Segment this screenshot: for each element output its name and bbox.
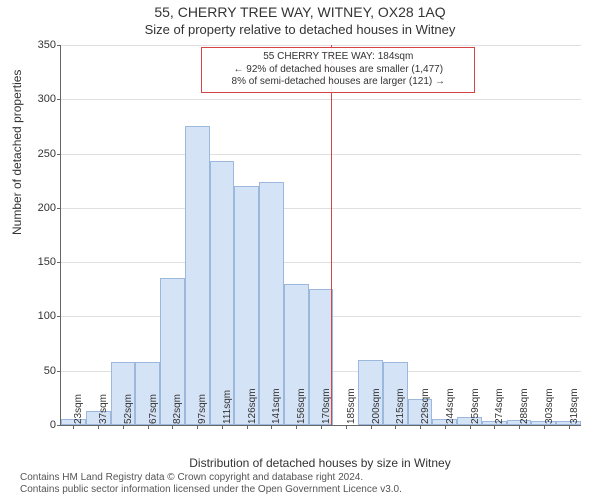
x-tick-label: 52sqm — [123, 394, 134, 424]
x-tick-label: 229sqm — [420, 388, 431, 424]
y-tick-label: 50 — [26, 365, 56, 377]
gridline — [61, 208, 581, 209]
histogram-bar — [210, 161, 235, 425]
page-title: 55, CHERRY TREE WAY, WITNEY, OX28 1AQ — [0, 4, 600, 20]
x-tick-label: 156sqm — [296, 388, 307, 424]
histogram-chart: 05010015020025030035055 CHERRY TREE WAY:… — [60, 45, 580, 425]
x-tick-label: 215sqm — [395, 388, 406, 424]
y-tick-label: 250 — [26, 148, 56, 160]
x-tick-label: 244sqm — [445, 388, 456, 424]
y-tick-label: 200 — [26, 202, 56, 214]
x-tick-label: 37sqm — [98, 394, 109, 424]
info-line-2: ← 92% of detached houses are smaller (1,… — [208, 64, 468, 77]
gridline — [61, 154, 581, 155]
page-subtitle: Size of property relative to detached ho… — [0, 22, 600, 37]
x-tick-label: 303sqm — [544, 388, 555, 424]
gridline — [61, 99, 581, 100]
x-axis-label: Distribution of detached houses by size … — [60, 456, 580, 470]
histogram-bar — [185, 126, 210, 425]
credits: Contains HM Land Registry data © Crown c… — [20, 472, 402, 496]
y-tick-label: 0 — [26, 419, 56, 431]
y-tick-label: 150 — [26, 256, 56, 268]
x-tick-label: 23sqm — [73, 394, 84, 424]
credits-line-2: Contains public sector information licen… — [20, 484, 402, 496]
info-line-3: 8% of semi-detached houses are larger (1… — [208, 76, 468, 89]
x-tick-label: 82sqm — [172, 394, 183, 424]
x-tick-label: 67sqm — [148, 394, 159, 424]
y-tick-label: 100 — [26, 310, 56, 322]
y-axis-label: Number of detached properties — [10, 70, 24, 235]
x-tick-label: 111sqm — [222, 390, 233, 424]
x-tick-label: 200sqm — [371, 388, 382, 424]
x-tick-label: 97sqm — [197, 394, 208, 424]
y-tick-label: 350 — [26, 39, 56, 51]
x-tick-label: 259sqm — [470, 388, 481, 424]
x-tick-label: 141sqm — [271, 388, 282, 424]
gridline — [61, 45, 581, 46]
x-tick-label: 274sqm — [494, 388, 505, 424]
gridline — [61, 262, 581, 263]
x-tick-label: 170sqm — [321, 388, 332, 424]
x-tick-label: 288sqm — [519, 388, 530, 424]
property-marker-line — [331, 45, 332, 425]
info-line-1: 55 CHERRY TREE WAY: 184sqm — [208, 51, 468, 64]
x-tick-label: 126sqm — [247, 388, 258, 424]
info-box: 55 CHERRY TREE WAY: 184sqm← 92% of detac… — [201, 47, 475, 93]
x-tick-label: 318sqm — [569, 388, 580, 424]
y-tick-label: 300 — [26, 93, 56, 105]
x-tick-label: 185sqm — [346, 388, 357, 424]
credits-line-1: Contains HM Land Registry data © Crown c… — [20, 472, 402, 484]
